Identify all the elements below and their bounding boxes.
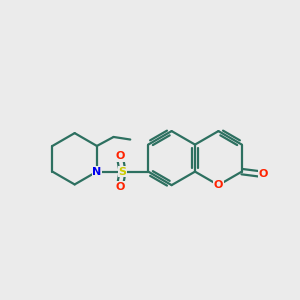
Text: S: S: [118, 167, 127, 177]
Text: N: N: [92, 167, 101, 177]
Text: O: O: [258, 169, 268, 179]
Text: O: O: [214, 180, 223, 190]
Text: O: O: [115, 182, 124, 192]
Text: O: O: [115, 152, 124, 161]
